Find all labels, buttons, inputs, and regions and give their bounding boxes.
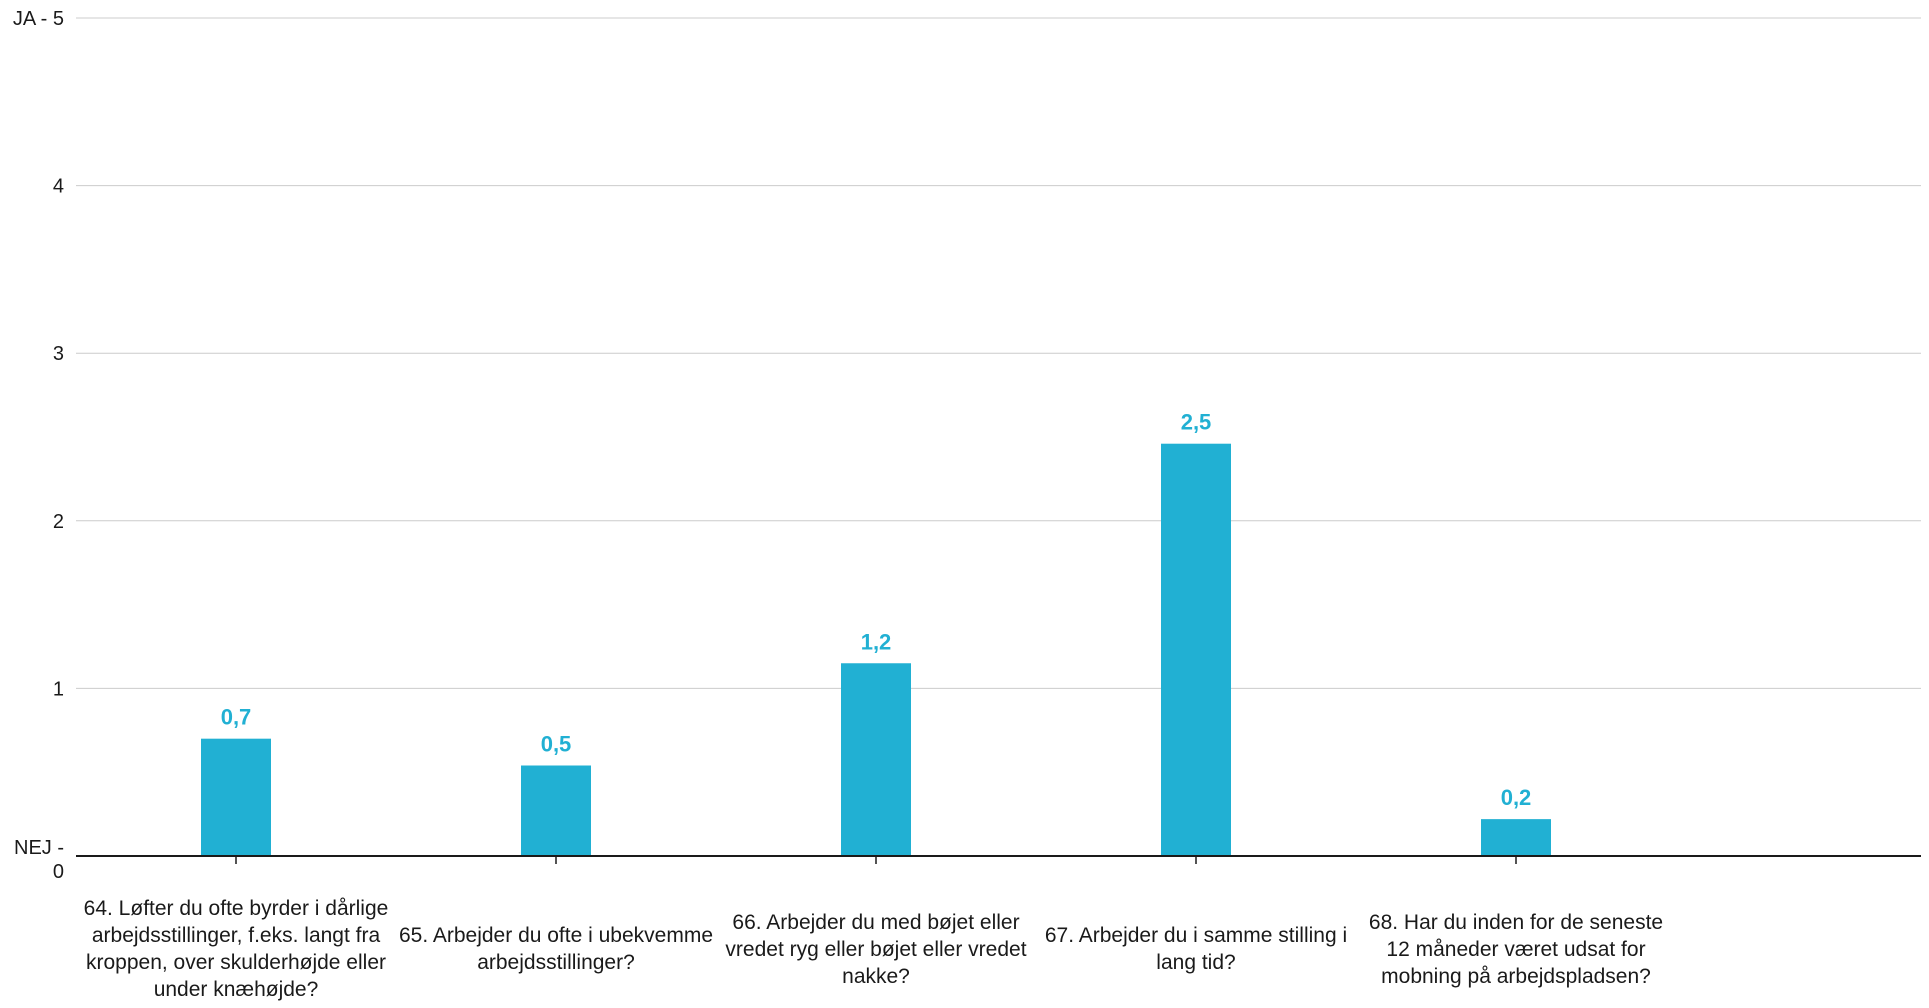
y-tick-label: 0: [53, 861, 64, 883]
category-label: 65. Arbejder du ofte i ubekvemme arbejds…: [398, 924, 713, 974]
x-axis-ticks: [235, 856, 1517, 864]
category-label: 68. Har du inden for de seneste 12 måned…: [1368, 910, 1664, 988]
data-label: 2,5: [1181, 410, 1212, 435]
bar: [841, 663, 911, 856]
data-label: 0,2: [1501, 785, 1532, 810]
data-label: 1,2: [861, 629, 892, 654]
gridlines: [76, 17, 1921, 689]
category-label: 67. Arbejder du i samme stilling i lang …: [1044, 924, 1348, 974]
y-axis-ticks: NEJ -0 1 2 3 4 JA - 5: [13, 8, 64, 883]
y-tick-label: 2: [53, 511, 64, 533]
y-tick-label: NEJ -: [14, 837, 64, 859]
data-label: 0,5: [541, 731, 572, 756]
y-tick-label: 1: [53, 678, 64, 700]
bars: [201, 443, 1551, 856]
bar: [1161, 443, 1231, 856]
y-tick-label: JA - 5: [13, 8, 64, 30]
y-tick-label: 4: [53, 176, 64, 198]
category-label: 64. Løfter du ofte byrder i dårlige arbe…: [83, 897, 389, 1001]
bar: [521, 765, 591, 856]
bar: [1481, 819, 1551, 856]
bar: [201, 738, 271, 856]
y-tick-label: 3: [53, 343, 64, 365]
data-label: 0,7: [221, 705, 252, 730]
data-labels: 0,7 0,5 1,2 2,5 0,2: [221, 410, 1532, 810]
category-label: 66. Arbejder du med bøjet eller vredet r…: [725, 910, 1027, 988]
